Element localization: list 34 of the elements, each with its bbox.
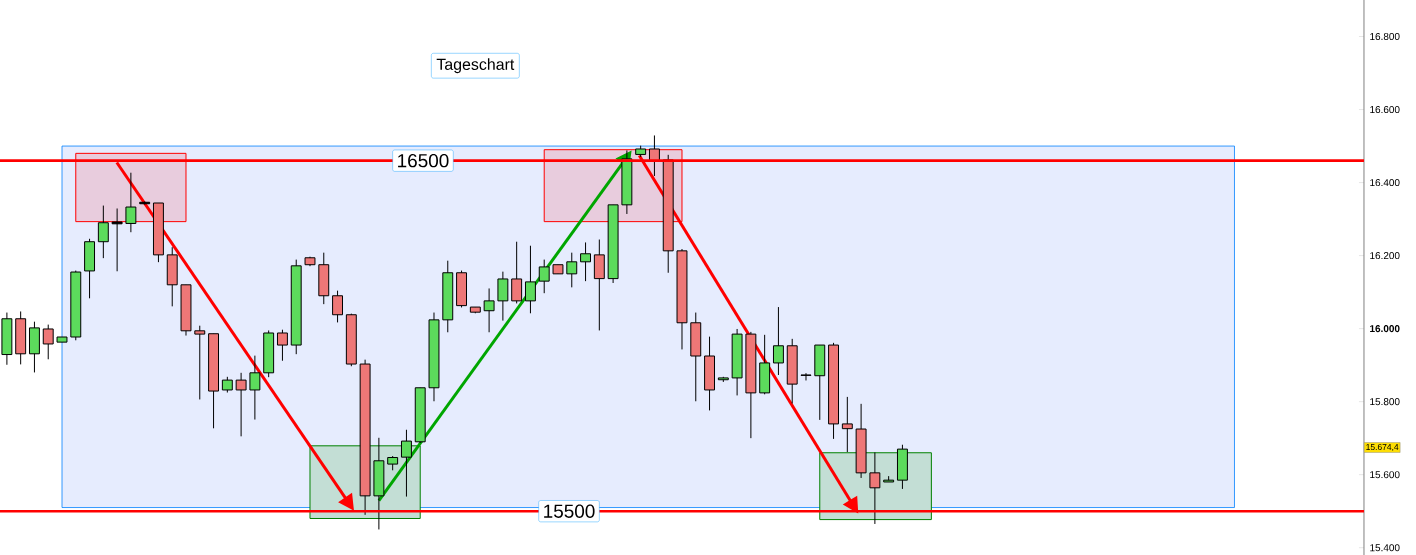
- candlestick: [593, 239, 605, 331]
- candlestick: [111, 207, 123, 272]
- y-tick-label: 16.000: [1370, 325, 1400, 333]
- candlestick: [97, 205, 109, 259]
- candlestick: [194, 325, 206, 400]
- text: Tageschart: [436, 58, 515, 74]
- candlestick: [841, 396, 853, 453]
- y-tick-label: 16.600: [1370, 106, 1400, 114]
- ref-line-label: 15500: [544, 504, 595, 518]
- candlestick: [511, 241, 523, 304]
- y-tick-label: 15.800: [1370, 398, 1400, 406]
- text: 15.674,4: [1366, 444, 1399, 451]
- candlestick: [42, 324, 54, 360]
- candlestick: [538, 259, 550, 294]
- candlestick: [125, 172, 137, 233]
- candlestick: [772, 306, 784, 376]
- candlestick: [483, 287, 495, 333]
- candlestick: [332, 290, 344, 323]
- y-tick-label: 16.400: [1370, 179, 1400, 187]
- candlestick: [566, 252, 578, 288]
- candlestick: [524, 245, 536, 314]
- candlestick: [869, 451, 881, 525]
- candlestick: [800, 372, 812, 381]
- y-tick-label: 15.600: [1370, 471, 1400, 479]
- candlestick: [580, 241, 592, 282]
- candlestick: [249, 355, 261, 421]
- candlestick: [235, 372, 247, 437]
- candlestick: [276, 329, 288, 362]
- y-tick-label: 16.200: [1370, 252, 1400, 260]
- annotation: 16500: [398, 153, 449, 168]
- candlestick: [497, 271, 509, 322]
- y-tick-label: 15.400: [1370, 544, 1400, 552]
- candlestick: [400, 429, 412, 498]
- y-tick-label: 16.800: [1370, 32, 1400, 41]
